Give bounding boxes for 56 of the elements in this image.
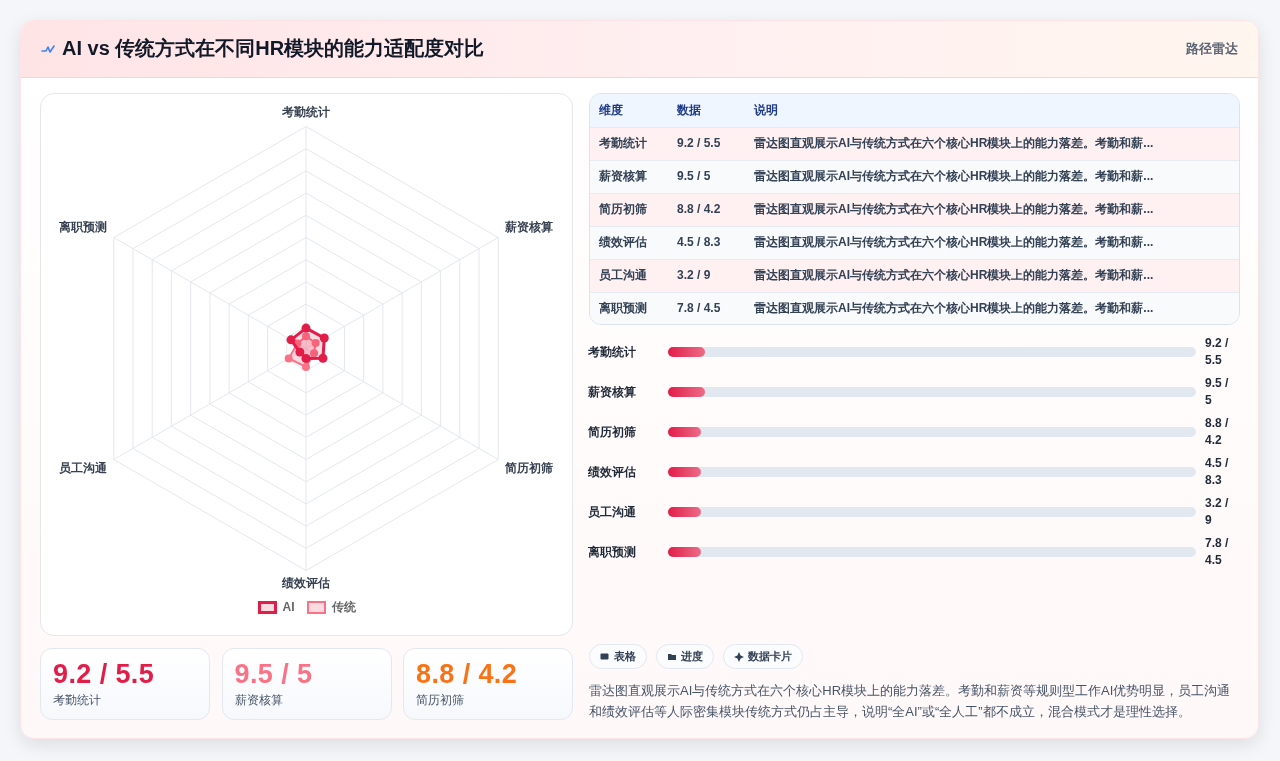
category-label: 表格 xyxy=(614,649,636,664)
stat-label: 薪资核算 xyxy=(234,692,283,708)
text: 员工沟通 xyxy=(599,267,647,284)
chip: 表格 xyxy=(589,644,647,669)
text: 7.8 / 4.5 xyxy=(1205,535,1230,569)
text: 雷达图直观展示AI与传统方式在六个核心HR模块上的能力落差。考勤和薪... xyxy=(754,267,1154,284)
text: 雷达图直观展示AI与传统方式在六个核心HR模块上的能力落差。考勤和薪... xyxy=(754,234,1154,251)
text: 绩效评估 xyxy=(599,234,647,251)
text: 9.2 / 5.5 xyxy=(677,135,721,152)
text: 8.8 / 4.2 xyxy=(1205,415,1230,449)
category-label: 数据卡片 xyxy=(748,649,792,664)
text: 考勤统计 xyxy=(599,135,647,152)
text: 9.5 / 5 xyxy=(677,168,711,185)
y-tick-label: 离职预测 xyxy=(588,544,636,560)
stat-value: 8.8 / 4.2 xyxy=(416,659,518,689)
text: 简历初筛 xyxy=(599,201,647,218)
text: 8.8 / 4.2 xyxy=(677,201,721,218)
stat-label: 简历初筛 xyxy=(416,692,464,708)
text: 雷达图直观展示AI与传统方式在六个核心HR模块上的能力落差。考勤和薪资等规则型工作AI优势明显，员工沟通和绩效评估等人际密集模块传统方式仍占主导，说明“全AI”或“全人工”都不成立，混合模式才是理性选择。 xyxy=(589,682,1232,721)
y-tick-label: 绩效评估 xyxy=(588,464,636,480)
chart-title: AI vs 传统方式在不同HR模块的能力适配度对比 xyxy=(62,36,485,60)
text: 维度 xyxy=(599,102,623,119)
stat-value: 9.5 / 5 xyxy=(234,659,313,689)
spoke-label: 绩效评估 xyxy=(281,575,330,590)
header-tag: 路径雷达 xyxy=(1186,40,1238,58)
text: 雷达图直观展示AI与传统方式在六个核心HR模块上的能力落差。考勤和薪... xyxy=(754,300,1154,317)
spoke-label: 员工沟通 xyxy=(58,460,108,475)
spoke-label: 薪资核算 xyxy=(504,219,554,234)
text: 雷达图直观展示AI与传统方式在六个核心HR模块上的能力落差。考勤和薪... xyxy=(754,168,1154,185)
y-tick-label: 考勤统计 xyxy=(588,344,636,360)
text: 7.8 / 4.5 xyxy=(677,300,721,317)
text: 说明 xyxy=(754,102,778,119)
spoke-label: 考勤统计 xyxy=(281,104,330,119)
text: 3.2 / 9 xyxy=(1205,495,1230,529)
legend-label: AI xyxy=(282,600,295,614)
stat-label: 考勤统计 xyxy=(53,692,101,708)
chip: 进度 xyxy=(656,644,714,669)
text: 9.2 / 5.5 xyxy=(1205,335,1230,369)
text: 雷达图直观展示AI与传统方式在六个核心HR模块上的能力落差。考勤和薪... xyxy=(754,201,1154,218)
spoke-label: 简历初筛 xyxy=(504,460,554,475)
y-tick-label: 简历初筛 xyxy=(588,424,636,440)
category-label: 进度 xyxy=(681,649,703,664)
chip: 数据卡片 xyxy=(723,644,803,669)
text: 3.2 / 9 xyxy=(677,267,711,284)
text: 数据 xyxy=(677,102,701,119)
text: 4.5 / 8.3 xyxy=(1205,455,1230,489)
spoke-label: 离职预测 xyxy=(57,219,107,234)
text: 离职预测 xyxy=(599,300,647,317)
y-tick-label: 薪资核算 xyxy=(588,384,636,400)
stat-value: 9.2 / 5.5 xyxy=(53,659,155,689)
y-tick-label: 员工沟通 xyxy=(588,504,636,520)
text: 9.5 / 5 xyxy=(1205,375,1230,409)
text: 4.5 / 8.3 xyxy=(677,234,721,251)
text: 薪资核算 xyxy=(599,168,647,185)
text: 雷达图直观展示AI与传统方式在六个核心HR模块上的能力落差。考勤和薪... xyxy=(754,135,1154,152)
legend-label: 传统 xyxy=(331,598,356,616)
